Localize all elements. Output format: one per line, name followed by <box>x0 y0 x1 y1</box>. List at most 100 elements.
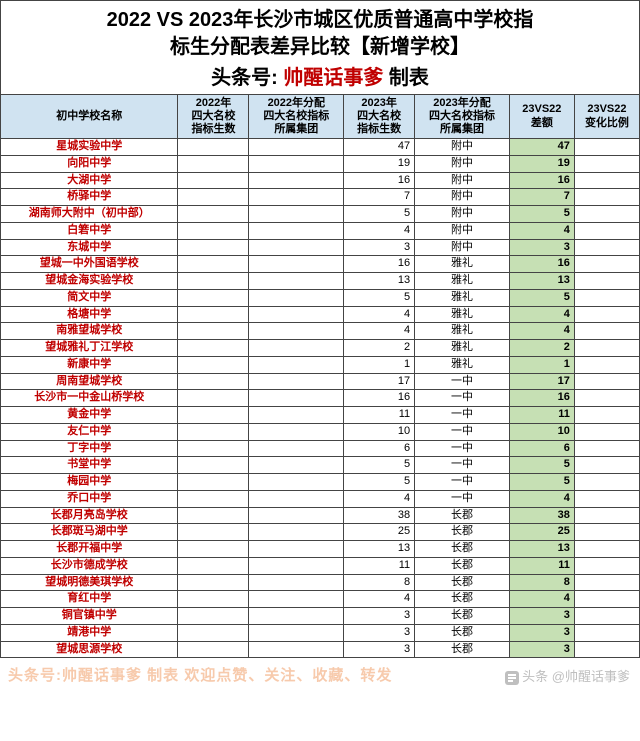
cell-2023-group: 雅礼 <box>415 323 510 340</box>
title-line-1: 2022 VS 2023年长沙市城区优质普通高中学校指 <box>11 7 629 34</box>
cell-school: 湖南师大附中（初中部） <box>1 206 178 223</box>
cell-ratio <box>574 507 639 524</box>
cell-2023-group: 一中 <box>415 407 510 424</box>
cell-diff: 5 <box>509 474 574 491</box>
cell-school: 育红中学 <box>1 591 178 608</box>
title-suffix: 制表 <box>389 67 429 89</box>
cell-2023-count: 16 <box>344 172 415 189</box>
cell-2023-group: 附中 <box>415 239 510 256</box>
cell-ratio <box>574 189 639 206</box>
cell-2023-group: 长郡 <box>415 524 510 541</box>
cell-2023-count: 3 <box>344 641 415 658</box>
cell-2022-group <box>249 407 344 424</box>
cell-school: 长沙市德成学校 <box>1 557 178 574</box>
comparison-table: 初中学校名称2022年四大名校指标生数2022年分配四大名校指标所属集团2023… <box>0 94 640 658</box>
table-row: 长郡月亮岛学校38长郡38 <box>1 507 640 524</box>
cell-2023-group: 附中 <box>415 155 510 172</box>
col-header-1: 2022年四大名校指标生数 <box>178 95 249 139</box>
table-row: 白箬中学4附中4 <box>1 222 640 239</box>
cell-2023-group: 长郡 <box>415 624 510 641</box>
cell-2022-group <box>249 641 344 658</box>
cell-2022-count <box>178 390 249 407</box>
title-line-3: 头条号: 帅醒话事爹 制表 <box>11 61 629 90</box>
cell-2023-count: 4 <box>344 490 415 507</box>
cell-school: 望城一中外国语学校 <box>1 256 178 273</box>
cell-diff: 16 <box>509 172 574 189</box>
cell-2023-group: 一中 <box>415 474 510 491</box>
cell-diff: 4 <box>509 306 574 323</box>
cell-2022-count <box>178 423 249 440</box>
cell-diff: 3 <box>509 608 574 625</box>
cell-2023-group: 附中 <box>415 189 510 206</box>
cell-2022-count <box>178 557 249 574</box>
cell-2022-group <box>249 608 344 625</box>
cell-2022-count <box>178 624 249 641</box>
cell-2022-group <box>249 591 344 608</box>
cell-diff: 5 <box>509 206 574 223</box>
table-row: 南雅望城学校4雅礼4 <box>1 323 640 340</box>
cell-ratio <box>574 524 639 541</box>
table-row: 靖港中学3长郡3 <box>1 624 640 641</box>
cell-2022-count <box>178 289 249 306</box>
cell-2022-count <box>178 474 249 491</box>
table-row: 铜官镇中学3长郡3 <box>1 608 640 625</box>
cell-diff: 13 <box>509 273 574 290</box>
cell-2022-group <box>249 139 344 156</box>
cell-2022-group <box>249 474 344 491</box>
cell-2023-count: 19 <box>344 155 415 172</box>
cell-2022-count <box>178 608 249 625</box>
cell-school: 长沙市一中金山桥学校 <box>1 390 178 407</box>
cell-ratio <box>574 608 639 625</box>
cell-school: 星城实验中学 <box>1 139 178 156</box>
cell-school: 梅园中学 <box>1 474 178 491</box>
cell-ratio <box>574 356 639 373</box>
cell-2022-group <box>249 306 344 323</box>
cell-ratio <box>574 206 639 223</box>
cell-2023-group: 雅礼 <box>415 340 510 357</box>
cell-school: 大湖中学 <box>1 172 178 189</box>
table-body: 星城实验中学47附中47向阳中学19附中19大湖中学16附中16桥驿中学7附中7… <box>1 139 640 658</box>
cell-2022-count <box>178 139 249 156</box>
cell-ratio <box>574 440 639 457</box>
cell-2022-count <box>178 574 249 591</box>
cell-school: 黄金中学 <box>1 407 178 424</box>
cell-school: 格塘中学 <box>1 306 178 323</box>
cell-2023-group: 一中 <box>415 440 510 457</box>
cell-school: 望城雅礼丁江学校 <box>1 340 178 357</box>
cell-2023-group: 长郡 <box>415 541 510 558</box>
cell-school: 丁字中学 <box>1 440 178 457</box>
cell-diff: 38 <box>509 507 574 524</box>
cell-diff: 7 <box>509 189 574 206</box>
cell-diff: 8 <box>509 574 574 591</box>
cell-2022-count <box>178 641 249 658</box>
cell-2022-group <box>249 574 344 591</box>
cell-school: 靖港中学 <box>1 624 178 641</box>
cell-ratio <box>574 557 639 574</box>
table-row: 黄金中学11一中11 <box>1 407 640 424</box>
cell-diff: 11 <box>509 407 574 424</box>
cell-2022-group <box>249 440 344 457</box>
cell-diff: 4 <box>509 222 574 239</box>
cell-2022-group <box>249 423 344 440</box>
cell-2023-group: 一中 <box>415 423 510 440</box>
cell-diff: 1 <box>509 356 574 373</box>
cell-2022-count <box>178 273 249 290</box>
table-row: 东城中学3附中3 <box>1 239 640 256</box>
table-row: 望城明德美琪学校8长郡8 <box>1 574 640 591</box>
cell-diff: 16 <box>509 256 574 273</box>
cell-2022-count <box>178 256 249 273</box>
cell-2023-group: 雅礼 <box>415 356 510 373</box>
cell-2023-count: 38 <box>344 507 415 524</box>
cell-2022-group <box>249 189 344 206</box>
cell-2023-group: 长郡 <box>415 608 510 625</box>
table-row: 望城金海实验学校13雅礼13 <box>1 273 640 290</box>
cell-ratio <box>574 323 639 340</box>
cell-2022-group <box>249 507 344 524</box>
cell-2022-group <box>249 457 344 474</box>
cell-ratio <box>574 390 639 407</box>
cell-ratio <box>574 306 639 323</box>
cell-ratio <box>574 624 639 641</box>
cell-2023-group: 雅礼 <box>415 256 510 273</box>
col-header-2: 2022年分配四大名校指标所属集团 <box>249 95 344 139</box>
table-row: 湖南师大附中（初中部）5附中5 <box>1 206 640 223</box>
